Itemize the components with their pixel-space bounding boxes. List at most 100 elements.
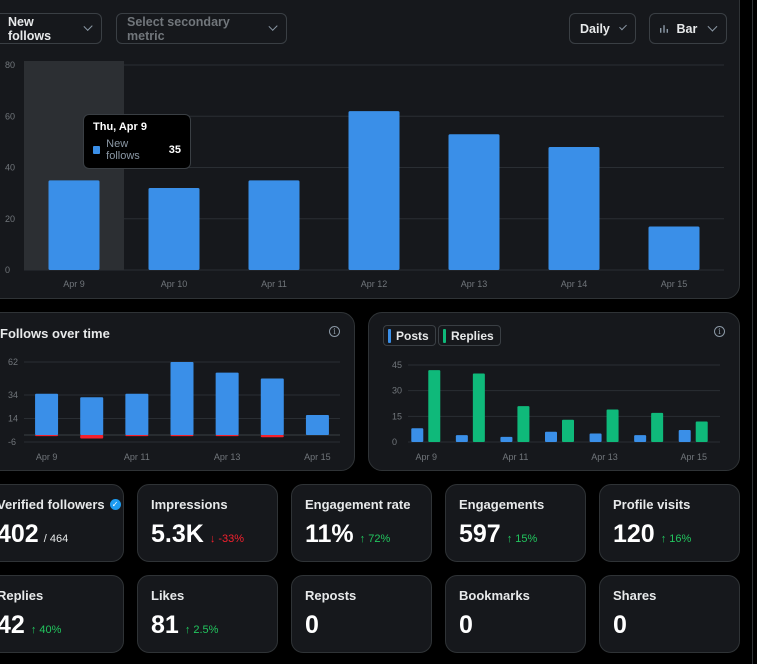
new-follows-chart[interactable]: 80 60 40 20 0 Apr 9 Apr 10 Apr 11 Apr 12 Apr 13 Ap…: [0, 55, 740, 295]
stat-value: 0: [459, 611, 473, 639]
legend-posts[interactable]: Posts: [383, 325, 436, 346]
tooltip-value: 35: [168, 144, 181, 156]
posts-replies-chart: 45 30 15 0 Apr 9 Apr 11 Apr 13 Apr 15: [392, 360, 720, 462]
stat-change: ↑ 40%: [30, 624, 62, 636]
bar-replies: [428, 370, 441, 442]
y-tick-label: 15: [392, 411, 402, 421]
bar-posts: [411, 428, 424, 442]
x-tick-label: Apr 14: [561, 279, 588, 289]
x-tick-label: Apr 10: [161, 279, 188, 289]
bar-replies: [562, 419, 574, 442]
bar-new-follows: [548, 147, 600, 270]
x-tick-label: Apr 15: [680, 452, 707, 462]
y-tick-label: 0: [392, 437, 397, 447]
bar-posts: [589, 433, 602, 442]
legend-posts-label: Posts: [396, 328, 429, 343]
stat-value: 597: [459, 520, 501, 548]
bar-unfollows: [170, 434, 194, 437]
primary-metric-dropdown[interactable]: New follows: [0, 13, 102, 44]
bar-replies: [472, 373, 485, 442]
stat-label: Likes: [151, 588, 185, 603]
follows-over-time-title: Follows over time: [0, 326, 110, 341]
stat-bookmarks[interactable]: Bookmarks 0: [445, 575, 586, 653]
stat-label: Bookmarks: [459, 588, 530, 603]
bar-unfollows: [125, 434, 149, 437]
bar-posts: [455, 435, 468, 442]
stat-impressions[interactable]: Impressions 5.3K ↓ -33%: [137, 484, 278, 562]
legend-replies[interactable]: Replies: [438, 325, 501, 346]
x-tick-label: Apr 11: [124, 452, 150, 462]
y-tick-label: -6: [8, 437, 16, 447]
bar-follows: [80, 397, 104, 435]
bar-follows: [35, 393, 59, 435]
bar-follows: [170, 362, 194, 435]
stat-change: ↑ 72%: [359, 533, 391, 545]
chart-type-dropdown[interactable]: Bar: [649, 13, 727, 44]
info-icon[interactable]: i: [714, 326, 725, 337]
tooltip-swatch: [93, 146, 101, 154]
bar-unfollows: [260, 434, 284, 438]
x-tick-label: Apr 9: [416, 452, 438, 462]
x-tick-label: Apr 13: [591, 452, 618, 462]
legend-replies-label: Replies: [451, 328, 494, 343]
y-tick-label: 62: [8, 357, 18, 367]
verified-badge-icon: ✓: [109, 499, 121, 510]
chart-type-label: Bar: [676, 21, 698, 36]
stat-label: Shares: [613, 588, 657, 603]
stat-label: Engagements: [459, 497, 545, 512]
stat-reposts[interactable]: Reposts 0: [291, 575, 432, 653]
bar-posts: [634, 435, 647, 442]
stat-value: 42: [0, 611, 25, 639]
bar-replies: [651, 412, 664, 442]
stat-replies[interactable]: Replies 42 ↑ 40%: [0, 575, 124, 653]
bar-follows: [305, 414, 329, 435]
x-tick-label: Apr 11: [502, 452, 528, 462]
stat-change: ↑ 2.5%: [184, 624, 219, 636]
bar-new-follows: [48, 180, 100, 270]
chart-tooltip: Thu, Apr 9 New follows 35: [83, 114, 191, 169]
stat-likes[interactable]: Likes 81 ↑ 2.5%: [137, 575, 278, 653]
bar-replies: [695, 421, 708, 442]
bar-replies: [606, 409, 619, 442]
stat-value: 81: [151, 611, 179, 639]
stat-engagement-rate[interactable]: Engagement rate 11% ↑ 72%: [291, 484, 432, 562]
stat-verified-followers[interactable]: Verified followers ✓ 402 / 464: [0, 484, 124, 562]
interval-dropdown[interactable]: Daily: [569, 13, 636, 44]
stat-sub: / 464: [43, 533, 69, 545]
replies-swatch: [443, 328, 446, 343]
stat-value: 11%: [305, 520, 354, 548]
x-tick-label: Apr 9: [63, 279, 85, 289]
stat-shares[interactable]: Shares 0: [599, 575, 740, 653]
info-icon[interactable]: i: [329, 326, 340, 337]
bar-chart-icon: [660, 25, 669, 33]
bar-new-follows: [148, 188, 200, 270]
bar-follows: [125, 393, 149, 435]
bar-posts: [545, 431, 557, 442]
chevron-down-icon: [619, 22, 627, 31]
primary-metric-label: New follows: [8, 14, 52, 43]
x-tick-label: Apr 13: [461, 279, 488, 289]
stat-label: Reposts: [305, 588, 357, 603]
y-tick-label: 30: [392, 386, 402, 396]
x-tick-label: Apr 9: [36, 452, 58, 462]
bar-follows: [260, 378, 284, 435]
secondary-metric-dropdown[interactable]: Select secondary metric: [116, 13, 287, 44]
y-tick-label: 45: [392, 360, 402, 370]
stat-label: Engagement rate: [305, 497, 411, 512]
secondary-metric-placeholder: Select secondary metric: [127, 14, 230, 43]
stat-profile-visits[interactable]: Profile visits 120 ↑ 16%: [599, 484, 740, 562]
bar-new-follows: [248, 180, 300, 270]
y-tick-label: 14: [8, 413, 18, 423]
right-edge-divider: [752, 0, 753, 664]
stat-value: 0: [305, 611, 319, 639]
stat-label: Replies: [0, 588, 44, 603]
stat-engagements[interactable]: Engagements 597 ↑ 15%: [445, 484, 586, 562]
interval-label: Daily: [580, 21, 610, 36]
y-tick-label: 20: [5, 214, 15, 224]
stat-label: Verified followers: [0, 497, 105, 512]
stat-change: ↓ -33%: [209, 533, 245, 545]
tooltip-series: New follows: [106, 138, 140, 162]
posts-swatch: [388, 328, 391, 343]
stat-value: 402: [0, 520, 39, 548]
y-tick-label: 40: [5, 163, 15, 173]
